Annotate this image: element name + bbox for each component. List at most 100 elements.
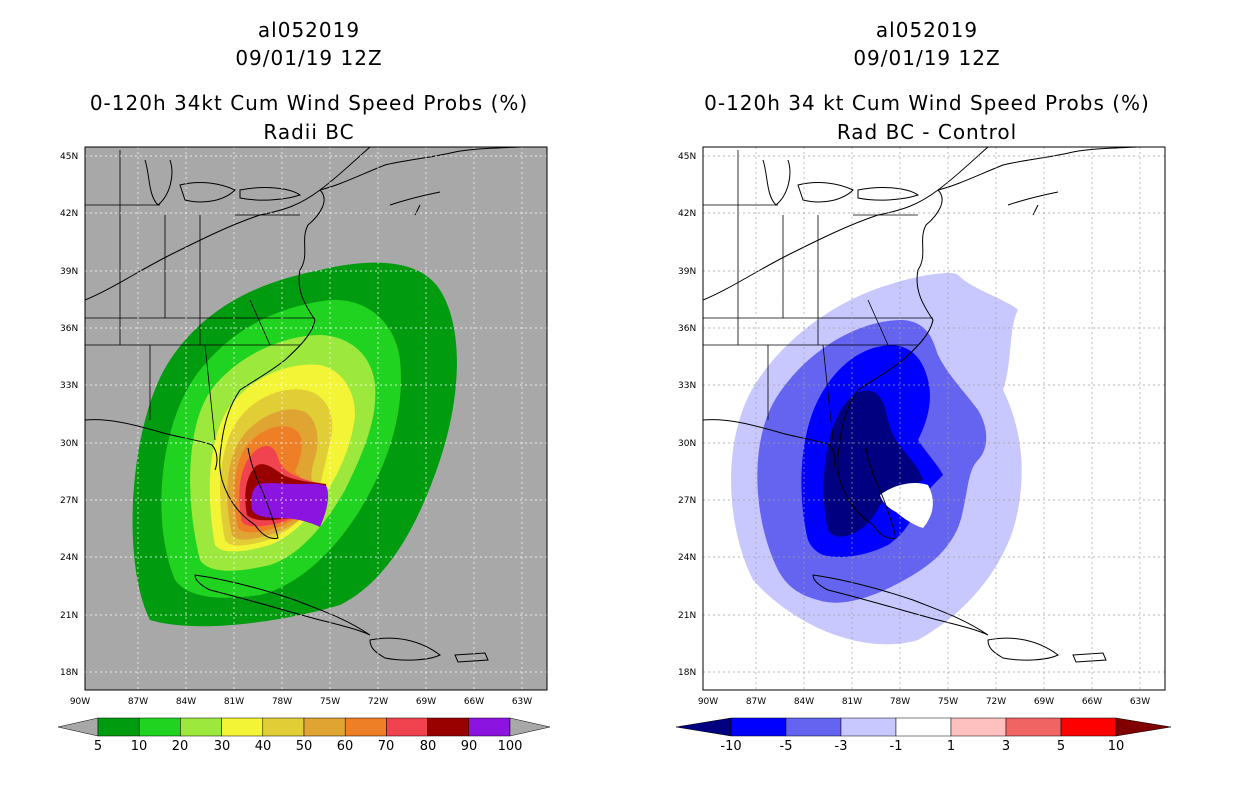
lon-label: 78W (272, 697, 292, 707)
lon-label: 84W (176, 697, 196, 707)
cb-segment (427, 717, 470, 737)
cb-segment (386, 717, 428, 737)
cb-segment (1005, 717, 1062, 737)
lat-label: 42N (60, 209, 78, 219)
cb-segment (785, 717, 842, 737)
lon-label: 72W (368, 697, 388, 707)
cb-segment (97, 717, 140, 737)
cb-label: -5 (780, 739, 793, 754)
left-coastlines (85, 147, 521, 663)
lon-label: 90W (70, 697, 90, 707)
lon-label: 75W (938, 697, 958, 707)
lon-label: 72W (986, 697, 1006, 707)
cb-label: 10 (1108, 739, 1125, 754)
contour-90 (251, 483, 329, 527)
lon-label: 69W (1034, 697, 1054, 707)
right-panel: al052019 09/01/19 12Z 0-120h 34 kt Cum W… (618, 0, 1236, 800)
right-storm-id: al052019 (875, 18, 979, 42)
left-gridlines (85, 147, 547, 690)
coast-hispaniola (369, 637, 441, 661)
lat-label: 45N (60, 152, 78, 162)
left-subtitle: Radii BC (263, 120, 355, 144)
lat-label: 45N (678, 152, 696, 162)
cb-label: 30 (214, 739, 231, 754)
right-subtitle: Rad BC - Control (836, 120, 1018, 144)
cb-segment (262, 717, 305, 737)
cb-segment (138, 717, 181, 737)
left-map-frame (84, 146, 548, 691)
lat-label: 39N (60, 267, 78, 277)
lat-label: 18N (678, 668, 696, 678)
state-borders (85, 150, 315, 441)
right-datetime: 09/01/19 12Z (853, 46, 1001, 70)
cb-segment (950, 717, 1007, 737)
lon-label: 87W (128, 697, 148, 707)
coast-lakes (144, 159, 302, 206)
left-storm-id: al052019 (257, 18, 361, 42)
cb-label: 100 (498, 739, 523, 754)
left-map-svg: 45N 42N 39N 36N 33N 30N 27N 24N 21N 18N … (57, 146, 551, 754)
lat-label: 24N (60, 553, 78, 563)
lon-label: 87W (746, 697, 766, 707)
coast-puerto-rico (1072, 652, 1107, 663)
cb-segment (895, 717, 952, 737)
cb-label: 1 (947, 739, 955, 754)
cb-label: 90 (461, 739, 478, 754)
left-datetime: 09/01/19 12Z (235, 46, 383, 70)
cb-label: 20 (172, 739, 189, 754)
coast-puerto-rico (454, 652, 489, 663)
lon-label: 69W (416, 697, 436, 707)
coast-cuba (812, 574, 989, 636)
left-colorbar (57, 717, 551, 737)
lat-label: 39N (678, 267, 696, 277)
cb-label: 70 (378, 739, 395, 754)
cb-segment (303, 717, 346, 737)
lon-label: 66W (464, 697, 484, 707)
right-coastlines (703, 147, 1139, 663)
left-probability-contours (132, 262, 457, 627)
lon-label: 75W (320, 697, 340, 707)
cb-segment (221, 717, 264, 737)
cb-label: 5 (1057, 739, 1065, 754)
lat-label: 36N (60, 324, 78, 334)
cb-arrow-low (675, 717, 732, 737)
lon-label: 90W (698, 697, 718, 707)
state-borders (703, 150, 933, 441)
cb-label: 50 (296, 739, 313, 754)
right-colorbar (675, 717, 1172, 737)
cb-label: -3 (835, 739, 848, 754)
cb-arrow-high (1115, 717, 1172, 737)
lon-label: 66W (1082, 697, 1102, 707)
cb-label: 80 (420, 739, 437, 754)
cb-segment (730, 717, 787, 737)
lat-label: 33N (678, 381, 696, 391)
cb-label: 10 (131, 739, 148, 754)
coast-gulf (85, 419, 218, 471)
lon-label: 81W (842, 697, 862, 707)
lat-label: 21N (60, 611, 78, 621)
cb-segment (1060, 717, 1117, 737)
lat-label: 21N (678, 611, 696, 621)
coast-hispaniola (987, 637, 1059, 661)
right-gridlines (703, 147, 1165, 690)
lon-label: 81W (224, 697, 244, 707)
lat-label: 27N (678, 496, 696, 506)
cb-label: 5 (94, 739, 102, 754)
lat-label: 30N (678, 439, 696, 449)
left-panel: al052019 09/01/19 12Z 0-120h 34kt Cum Wi… (57, 18, 551, 754)
lat-label: 33N (60, 381, 78, 391)
lon-label: 78W (890, 697, 910, 707)
right-difference-contours (731, 273, 1022, 645)
lat-label: 27N (60, 496, 78, 506)
right-map-frame (702, 146, 1166, 691)
lat-label: 30N (60, 439, 78, 449)
lon-label: 63W (1130, 697, 1150, 707)
lon-label: 63W (512, 697, 532, 707)
cb-label: -1 (890, 739, 903, 754)
cb-arrow-low (57, 717, 99, 737)
left-title: 0-120h 34kt Cum Wind Speed Probs (%) (89, 91, 529, 115)
right-map-svg: 45N 42N 39N 36N 33N 30N 27N 24N 21N 18N … (675, 146, 1172, 754)
cb-label: 60 (337, 739, 354, 754)
cb-segment (840, 717, 897, 737)
lon-label: 84W (794, 697, 814, 707)
